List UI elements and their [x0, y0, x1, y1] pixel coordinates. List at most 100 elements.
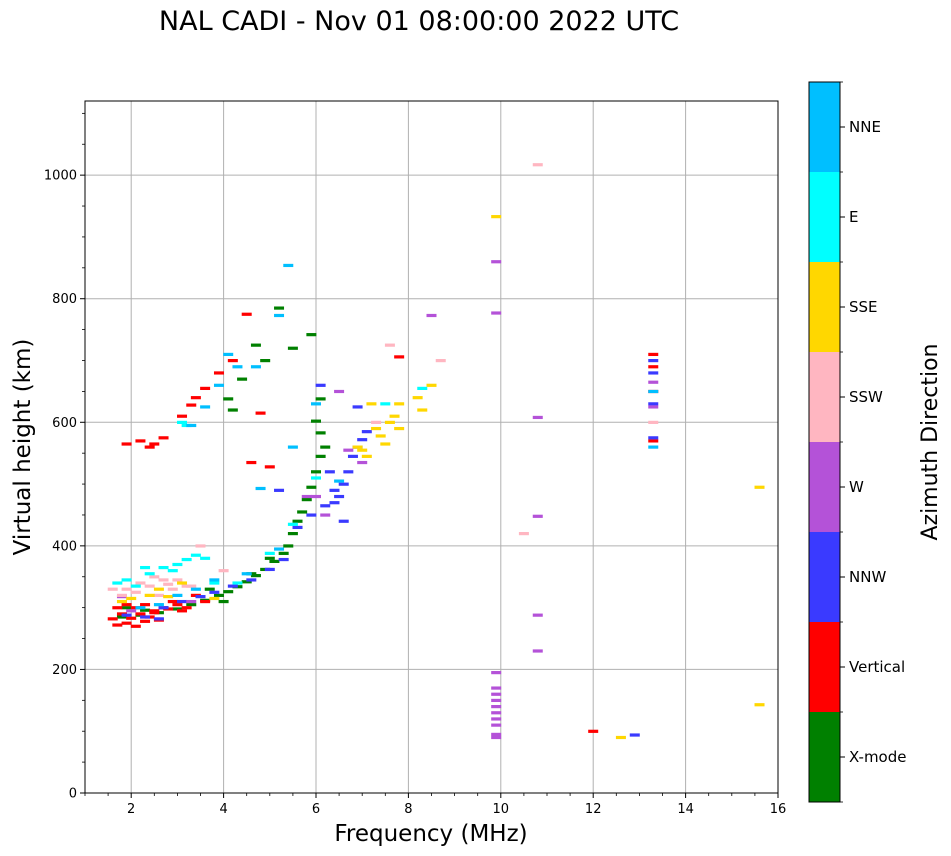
- point-nnw: [195, 595, 206, 599]
- point-ssw: [149, 575, 160, 579]
- point-nne: [190, 587, 201, 591]
- x-axis: 2 4 6 8 10 12 14 16: [84, 793, 786, 817]
- colorbar-swatch: [809, 712, 840, 802]
- point-w: [357, 460, 368, 465]
- colorbar-swatch: [809, 172, 840, 262]
- point-sse: [417, 408, 428, 412]
- point-nnw: [357, 438, 368, 442]
- point-x-mode: [278, 551, 289, 555]
- point-vertical: [190, 396, 201, 400]
- point-e: [144, 572, 155, 576]
- point-ssw: [130, 590, 141, 594]
- point-vertical: [246, 460, 257, 465]
- point-ssw: [518, 532, 529, 536]
- point-nnw: [334, 494, 345, 499]
- point-x-mode: [292, 519, 303, 523]
- point-vertical: [186, 403, 197, 407]
- colorbar-swatch: [809, 622, 840, 712]
- point-nnw: [648, 402, 659, 406]
- point-vertical: [177, 414, 188, 418]
- point-vertical: [149, 442, 160, 446]
- point-nne: [135, 606, 146, 610]
- point-nnw: [264, 567, 275, 572]
- point-sse: [116, 599, 127, 604]
- point-x-mode: [250, 574, 261, 578]
- x-tick-label: 4: [219, 802, 227, 817]
- point-nnw: [329, 501, 340, 505]
- point-e: [287, 522, 298, 526]
- point-sse: [754, 703, 765, 707]
- point-nnw: [278, 557, 289, 562]
- point-x-mode: [311, 419, 321, 423]
- y-axis: 0 200 400 600 800 1000: [44, 112, 85, 802]
- point-vertical: [149, 609, 160, 613]
- x-tick-label: 14: [677, 802, 694, 817]
- point-vertical: [648, 365, 659, 369]
- point-sse: [615, 735, 626, 740]
- point-w: [491, 732, 502, 737]
- data-marks: [107, 163, 765, 740]
- point-e: [417, 386, 428, 391]
- point-vertical: [121, 603, 132, 607]
- colorbar-tick-label: NNE: [849, 118, 881, 136]
- point-vertical: [135, 612, 146, 616]
- point-vertical: [588, 729, 599, 733]
- point-w: [491, 717, 502, 721]
- point-nne: [283, 263, 294, 268]
- point-nnw: [648, 359, 659, 363]
- point-e: [167, 569, 178, 573]
- point-vertical: [648, 439, 659, 443]
- x-tick-label: 8: [404, 802, 412, 817]
- colorbar-swatch: [809, 442, 840, 532]
- point-nnw: [177, 599, 188, 604]
- point-vertical: [167, 599, 178, 604]
- point-w: [491, 705, 502, 709]
- point-x-mode: [213, 593, 224, 597]
- point-e: [190, 553, 201, 557]
- point-e: [121, 578, 132, 582]
- point-sse: [144, 593, 155, 597]
- colorbar-tick-label: Vertical: [849, 658, 905, 676]
- point-vertical: [241, 312, 252, 316]
- point-nne: [648, 389, 659, 394]
- point-x-mode: [237, 377, 248, 381]
- point-x-mode: [186, 603, 197, 607]
- point-ssw: [135, 581, 146, 585]
- point-sse: [163, 595, 174, 599]
- point-nnw: [648, 436, 659, 440]
- point-w: [301, 494, 312, 499]
- point-w: [532, 613, 543, 617]
- point-x-mode: [274, 306, 285, 310]
- point-ssw: [218, 569, 229, 573]
- point-x-mode: [315, 431, 326, 435]
- point-w: [320, 513, 331, 517]
- point-vertical: [264, 465, 275, 469]
- point-w: [491, 723, 502, 727]
- point-sse: [384, 420, 395, 424]
- point-x-mode: [250, 343, 261, 347]
- point-nnw: [274, 488, 285, 492]
- point-x-mode: [172, 607, 183, 611]
- point-nne: [311, 402, 321, 406]
- point-ssw: [172, 578, 183, 582]
- point-ssw: [144, 584, 155, 588]
- point-nne: [287, 445, 298, 449]
- point-nnw: [158, 606, 169, 610]
- point-vertical: [121, 621, 132, 625]
- point-ssw: [153, 593, 164, 597]
- colorbar-tick-label: W: [849, 478, 864, 496]
- point-x-mode: [306, 333, 317, 337]
- point-x-mode: [320, 445, 331, 449]
- point-vertical: [158, 436, 169, 440]
- point-e: [380, 402, 391, 406]
- x-tick-label: 2: [127, 802, 135, 817]
- point-vertical: [200, 386, 211, 391]
- point-nne: [186, 423, 197, 428]
- point-vertical: [200, 599, 211, 604]
- y-tick-label: 400: [52, 539, 77, 554]
- point-sse: [177, 581, 188, 585]
- colorbar: X-mode Vertical NNW W SSW SSE E NNE: [808, 81, 906, 803]
- point-vertical: [112, 623, 123, 627]
- point-vertical: [144, 445, 155, 449]
